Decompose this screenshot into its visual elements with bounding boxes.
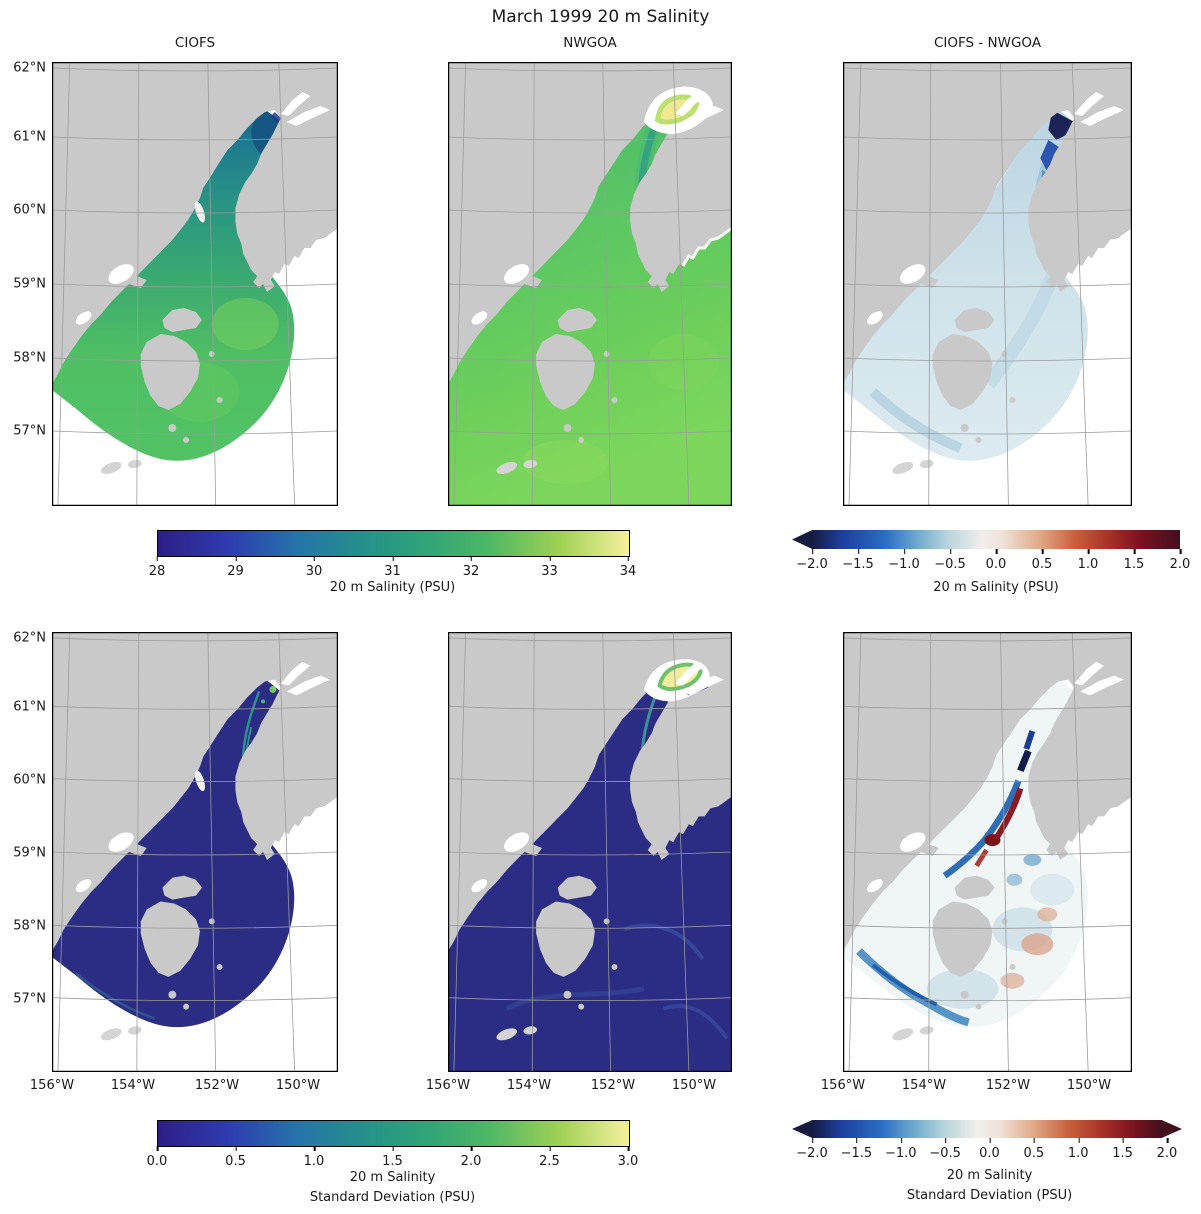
- colorbar-std-label-line1: 20 m Salinity: [349, 1170, 436, 1185]
- cb-tick: 1.0: [304, 1146, 324, 1169]
- lat-tick-label: 58°N: [13, 350, 46, 366]
- map-ciofs-mean-salinity: [52, 62, 338, 506]
- lon-tick-label: 150°W: [275, 1078, 321, 1093]
- map-nwgoa-mean-salinity: [448, 62, 732, 506]
- lon-tick-label: 150°W: [1066, 1078, 1112, 1093]
- lon-tick-label: 152°W: [985, 1078, 1031, 1093]
- cb-tick: 32: [463, 556, 479, 579]
- cb-tick: 28: [149, 556, 165, 579]
- colorbar-salinity-diff-ticks: −2.0 −1.5 −1.0 −0.5 0.0 0.5 1.0 1.5 2.0: [796, 549, 1190, 579]
- cb-tick: −1.5: [842, 549, 874, 572]
- lon-tick-label: 156°W: [820, 1078, 866, 1093]
- cb-tick: 31: [384, 556, 401, 579]
- lat-tick-label: 62°N: [13, 630, 46, 646]
- map-ciofs-std-salinity: [52, 632, 338, 1072]
- cb-tick: 0.0: [979, 1138, 1000, 1161]
- cb-tick: 2.0: [1170, 549, 1190, 572]
- colorbar-salinity-diff-label: 20 m Salinity (PSU): [933, 580, 1059, 595]
- lat-tick-label: 59°N: [13, 276, 46, 292]
- lon-tick-label: 150°W: [671, 1078, 717, 1093]
- lat-tick-label: 58°N: [13, 918, 46, 934]
- colorbar-std-diff-label: 20 m Salinity Standard Deviation (PSU): [812, 1166, 1167, 1206]
- panel-title-ciofs: CIOFS: [174, 35, 216, 51]
- lat-tick-label: 59°N: [13, 845, 46, 861]
- cb-tick: 2.0: [461, 1146, 481, 1169]
- map-nwgoa-std-salinity: [448, 632, 732, 1072]
- colorbar-salinity-diff: [792, 530, 1180, 549]
- cb-tick: 34: [620, 556, 636, 579]
- cb-tick: 1.5: [1112, 1138, 1133, 1161]
- colorbar-salinity-ticks: 28 29 30 31 32 33 34: [149, 556, 636, 586]
- cb-tick: 0.5: [1024, 1138, 1044, 1161]
- lon-tick-label: 152°W: [194, 1078, 240, 1093]
- cb-tick: 2.5: [539, 1146, 560, 1169]
- colorbar-std-diff-label-line2: Standard Deviation (PSU): [906, 1188, 1073, 1203]
- panel-title-diff: CIOFS - NWGOA: [933, 35, 1042, 51]
- colorbar-salinity: [157, 530, 630, 557]
- cb-tick: 30: [306, 556, 322, 579]
- cb-tick: 3.0: [618, 1146, 638, 1169]
- cb-tick: 0.5: [225, 1146, 246, 1169]
- lon-tick-label: 152°W: [590, 1078, 636, 1093]
- lat-tick-label: 62°N: [13, 60, 46, 76]
- map-diff-mean-salinity: [843, 62, 1132, 506]
- lon-tick-label: 154°W: [901, 1078, 947, 1093]
- colorbar-std-label: 20 m Salinity Standard Deviation (PSU): [157, 1168, 628, 1208]
- cb-tick: −1.0: [888, 549, 920, 572]
- colorbar-salinity-label: 20 m Salinity (PSU): [329, 580, 456, 595]
- cb-tick: 0.5: [1032, 549, 1052, 572]
- cb-tick: −2.0: [796, 549, 828, 572]
- lon-tick-label: 156°W: [425, 1078, 471, 1093]
- colorbar-std: [157, 1120, 630, 1147]
- lat-tick-label: 60°N: [13, 772, 46, 788]
- cb-tick: 33: [541, 556, 558, 579]
- cb-tick: 1.5: [1124, 549, 1144, 572]
- lon-tick-label: 156°W: [29, 1078, 75, 1093]
- colorbar-std-diff-label-line1: 20 m Salinity: [946, 1168, 1033, 1183]
- cb-tick: −1.0: [885, 1138, 917, 1161]
- lat-tick-label: 60°N: [13, 202, 46, 218]
- cb-tick: −0.5: [929, 1138, 961, 1161]
- cb-tick: 29: [227, 556, 244, 579]
- cb-tick: −2.0: [796, 1138, 828, 1161]
- lat-tick-label: 61°N: [13, 129, 46, 145]
- colorbar-std-ticks: 0.0 0.5 1.0 1.5 2.0 2.5 3.0: [147, 1146, 638, 1176]
- cb-tick: 0.0: [986, 549, 1006, 572]
- lon-tick-label: 154°W: [110, 1078, 156, 1093]
- cb-tick: 2.0: [1157, 1138, 1177, 1161]
- cb-tick: −0.5: [934, 549, 966, 572]
- panel-title-nwgoa: NWGOA: [563, 35, 617, 51]
- cb-tick: 0.0: [147, 1146, 167, 1169]
- cb-tick: −1.5: [841, 1138, 872, 1161]
- colorbar-std-label-line2: Standard Deviation (PSU): [309, 1190, 476, 1205]
- lat-tick-label: 61°N: [13, 699, 46, 715]
- cb-tick: 1.0: [1078, 549, 1098, 572]
- cb-tick: 1.5: [382, 1146, 403, 1169]
- lat-tick-label: 57°N: [13, 991, 46, 1007]
- colorbar-std-diff-ticks: −2.0 −1.5 −1.0 −0.5 0.0 0.5 1.0 1.5 2.0: [796, 1138, 1177, 1168]
- map-diff-std-salinity: [843, 632, 1132, 1072]
- cb-tick: 1.0: [1068, 1138, 1089, 1161]
- lon-tick-label: 154°W: [506, 1078, 552, 1093]
- colorbar-std-diff: [792, 1120, 1182, 1138]
- lat-tick-label: 57°N: [13, 423, 46, 439]
- figure-title: March 1999 20 m Salinity: [491, 7, 710, 27]
